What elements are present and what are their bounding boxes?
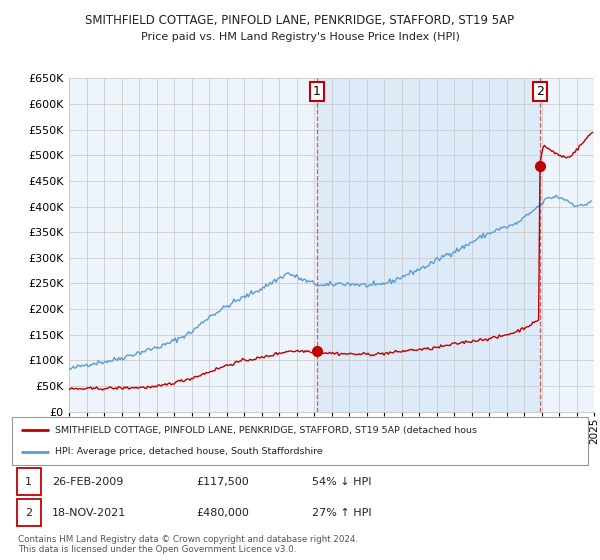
Text: 2: 2 <box>25 508 32 517</box>
Text: 54% ↓ HPI: 54% ↓ HPI <box>311 477 371 487</box>
Text: 18-NOV-2021: 18-NOV-2021 <box>52 508 127 517</box>
Text: 2: 2 <box>536 85 544 97</box>
Text: 27% ↑ HPI: 27% ↑ HPI <box>311 508 371 517</box>
Text: 1: 1 <box>25 477 32 487</box>
Text: SMITHFIELD COTTAGE, PINFOLD LANE, PENKRIDGE, STAFFORD, ST19 5AP (detached hous: SMITHFIELD COTTAGE, PINFOLD LANE, PENKRI… <box>55 426 477 435</box>
Text: 26-FEB-2009: 26-FEB-2009 <box>52 477 124 487</box>
Text: Price paid vs. HM Land Registry's House Price Index (HPI): Price paid vs. HM Land Registry's House … <box>140 32 460 43</box>
Text: 1: 1 <box>313 85 320 97</box>
Bar <box>17 468 41 495</box>
Text: Contains HM Land Registry data © Crown copyright and database right 2024.
This d: Contains HM Land Registry data © Crown c… <box>18 535 358 554</box>
Bar <box>317 78 539 412</box>
Bar <box>17 499 41 526</box>
Text: SMITHFIELD COTTAGE, PINFOLD LANE, PENKRIDGE, STAFFORD, ST19 5AP: SMITHFIELD COTTAGE, PINFOLD LANE, PENKRI… <box>85 14 515 27</box>
Text: £117,500: £117,500 <box>196 477 249 487</box>
Text: HPI: Average price, detached house, South Staffordshire: HPI: Average price, detached house, Sout… <box>55 447 323 456</box>
Text: £480,000: £480,000 <box>196 508 249 517</box>
